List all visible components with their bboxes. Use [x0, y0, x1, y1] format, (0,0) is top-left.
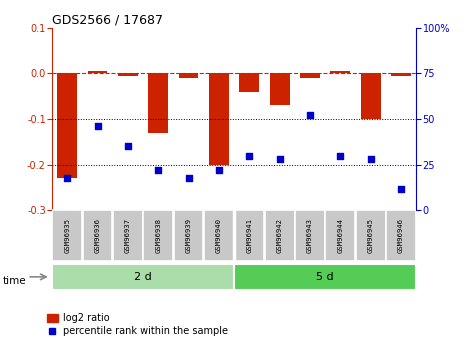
Text: GSM96940: GSM96940 — [216, 218, 222, 253]
Bar — [179, 73, 199, 78]
Point — [367, 157, 375, 162]
Bar — [83, 210, 113, 261]
Bar — [265, 210, 295, 261]
Bar — [118, 73, 138, 76]
Point — [124, 144, 131, 149]
Point — [63, 175, 71, 180]
Bar — [270, 73, 289, 105]
Bar — [113, 210, 143, 261]
Bar — [57, 73, 77, 178]
Bar — [149, 73, 168, 133]
Bar — [143, 210, 173, 261]
Text: GDS2566 / 17687: GDS2566 / 17687 — [52, 13, 163, 27]
Text: time: time — [2, 276, 26, 286]
Bar — [300, 73, 320, 78]
Point — [185, 175, 193, 180]
Text: GSM96937: GSM96937 — [125, 218, 131, 253]
Text: GSM96942: GSM96942 — [277, 218, 283, 253]
Point — [337, 153, 344, 158]
Text: GSM96938: GSM96938 — [155, 218, 161, 253]
Bar — [209, 73, 229, 165]
Text: GSM96939: GSM96939 — [185, 218, 192, 253]
Bar — [88, 71, 107, 73]
Text: GSM96946: GSM96946 — [398, 218, 404, 253]
Bar — [204, 210, 234, 261]
Bar — [174, 210, 203, 261]
Legend: log2 ratio, percentile rank within the sample: log2 ratio, percentile rank within the s… — [43, 309, 232, 340]
Text: 5 d: 5 d — [316, 272, 334, 282]
Bar — [52, 264, 234, 290]
Bar — [325, 210, 355, 261]
Bar — [391, 73, 411, 76]
Bar — [53, 210, 82, 261]
Bar — [386, 210, 416, 261]
Bar — [239, 73, 259, 91]
Point — [245, 153, 253, 158]
Bar — [361, 73, 381, 119]
Text: GSM96941: GSM96941 — [246, 218, 252, 253]
Point — [94, 124, 101, 129]
Point — [276, 157, 283, 162]
Text: GSM96944: GSM96944 — [337, 218, 343, 253]
Bar — [356, 210, 385, 261]
Text: 2 d: 2 d — [134, 272, 152, 282]
Text: GSM96935: GSM96935 — [64, 218, 70, 253]
Point — [155, 167, 162, 173]
Text: GSM96936: GSM96936 — [95, 218, 101, 253]
Point — [397, 186, 405, 191]
Text: GSM96945: GSM96945 — [368, 218, 374, 253]
Bar — [331, 71, 350, 73]
Point — [306, 112, 314, 118]
Bar — [235, 210, 264, 261]
Bar — [234, 264, 416, 290]
Bar — [295, 210, 325, 261]
Point — [215, 167, 223, 173]
Text: GSM96943: GSM96943 — [307, 218, 313, 253]
